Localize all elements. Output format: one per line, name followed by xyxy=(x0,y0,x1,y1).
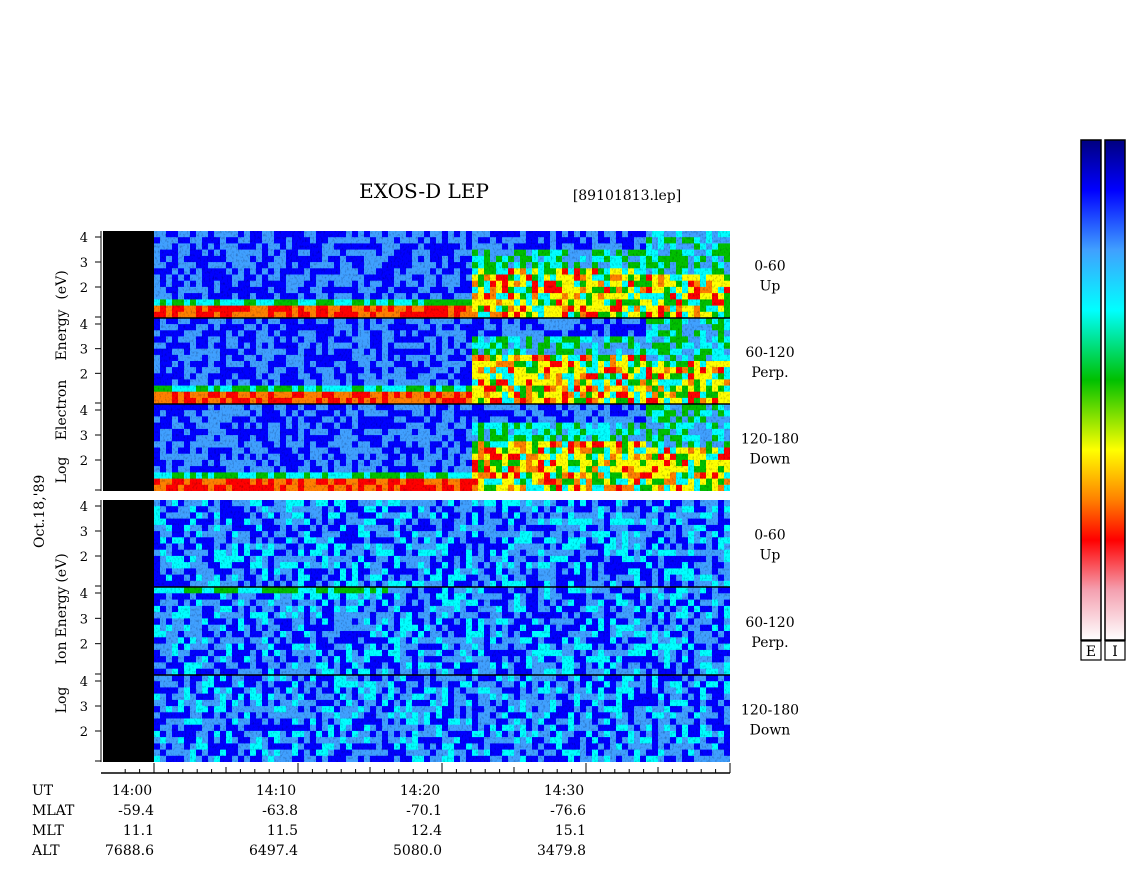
spectrogram-speckle xyxy=(154,318,730,404)
spectrogram-speckle xyxy=(154,404,730,491)
spectrogram-speckle xyxy=(154,231,730,318)
electron-data-gap xyxy=(103,231,154,491)
ion-spectrogram xyxy=(154,500,730,762)
chart-title: EXOS-D LEP xyxy=(359,179,489,203)
ion-data-gap xyxy=(103,500,154,762)
file-label: [89101813.lep] xyxy=(573,188,681,204)
electron-spectrogram xyxy=(154,231,730,491)
